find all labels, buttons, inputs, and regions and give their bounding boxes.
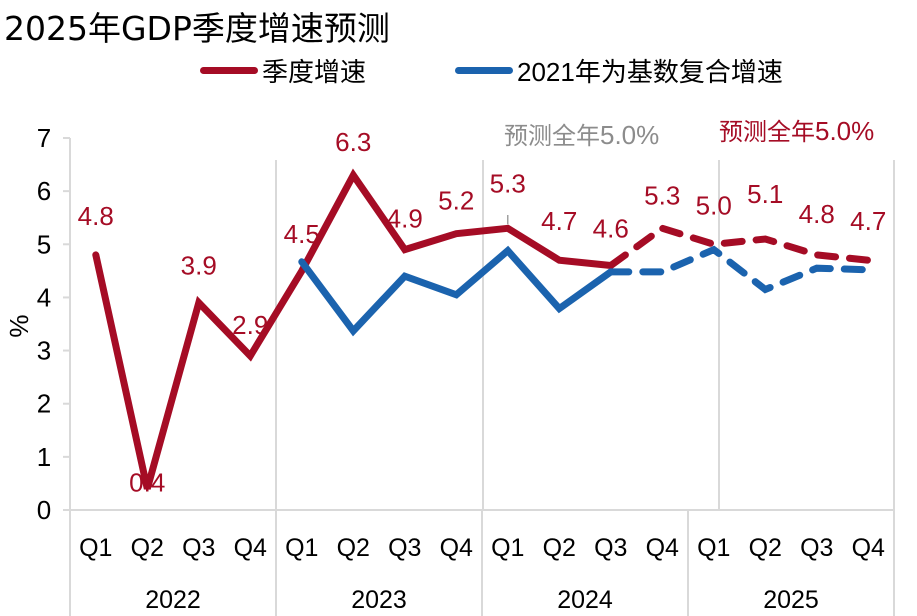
- data-label: 4.8: [799, 199, 835, 229]
- y-tick-label: 0: [37, 495, 51, 525]
- quarter-label: Q1: [79, 534, 112, 562]
- quarterly-growth-line-forecast: [607, 224, 872, 269]
- data-label: 4.6: [593, 214, 629, 244]
- compound-growth-line-forecast: [607, 245, 872, 294]
- data-label: 0.4: [129, 468, 165, 498]
- legend-swatch-red: [200, 67, 258, 74]
- axis-layer: 0 1 2 3 4 5 6 7 2022 2023 2024 2025 Q1 Q2 Q3 Q4 Q1 Q2 Q3 Q4…: [37, 123, 894, 616]
- data-label: 5.2: [438, 186, 474, 216]
- quarter-label: Q4: [440, 534, 473, 562]
- y-tick-label: 3: [37, 336, 51, 366]
- data-label: 6.3: [335, 127, 371, 157]
- quarter-label: Q1: [491, 534, 524, 562]
- quarter-label: Q3: [182, 534, 215, 562]
- data-label: 4.7: [850, 206, 886, 236]
- data-label: 5.1: [747, 179, 783, 209]
- quarter-label: Q2: [131, 534, 164, 562]
- annotation-value: 5.0%: [815, 116, 874, 146]
- y-tick-label: 1: [37, 442, 51, 472]
- data-label: 5.0: [696, 190, 732, 220]
- series-layer: [92, 168, 872, 490]
- data-label: 5.3: [490, 168, 526, 198]
- data-label: 3.9: [181, 251, 217, 281]
- quarter-label: Q3: [388, 534, 421, 562]
- legend-swatch-blue: [455, 67, 513, 74]
- year-label: 2024: [557, 586, 613, 614]
- quarter-label: Q4: [852, 534, 885, 562]
- chart-title: 2025年GDP季度增速预测: [4, 9, 390, 48]
- y-tick-label: 7: [37, 123, 51, 153]
- legend-item-compound: 2021年为基数复合增速: [455, 52, 783, 89]
- annotation-text: 预测全年: [719, 118, 815, 146]
- y-tick-label: 2: [37, 389, 51, 419]
- data-label: 4.8: [78, 201, 114, 231]
- quarter-label: Q3: [800, 534, 833, 562]
- grid-layer: [275, 160, 895, 616]
- legend-label-quarterly: 季度增速: [262, 58, 367, 88]
- y-tick-label: 5: [37, 229, 51, 259]
- quarter-label: Q1: [285, 534, 318, 562]
- quarter-label: Q2: [749, 534, 782, 562]
- year-label: 2023: [351, 586, 407, 614]
- legend-label-compound: 2021年为基数复合增速: [517, 57, 783, 87]
- data-label: 2.9: [232, 310, 268, 340]
- quarter-label: Q2: [543, 534, 576, 562]
- y-tick-label: 6: [37, 176, 51, 206]
- legend-item-quarterly: 季度增速: [200, 52, 366, 89]
- data-label: 4.7: [541, 206, 577, 236]
- data-label: 4.9: [387, 204, 423, 234]
- year-label: 2022: [145, 586, 201, 614]
- data-label: 4.5: [284, 219, 320, 249]
- annotation-forecast-red: 预测全年5.0%: [719, 116, 874, 146]
- y-tick-label: 4: [37, 282, 51, 312]
- annotation-layer: 预测全年5.0% 预测全年5.0%: [504, 116, 874, 225]
- y-axis-label: %: [4, 314, 34, 337]
- quarter-label: Q4: [234, 534, 267, 562]
- year-label: 2025: [763, 586, 819, 614]
- quarter-label: Q1: [697, 534, 730, 562]
- annotation-value: 5.0%: [600, 120, 659, 150]
- label-layer: 4.8 0.4 3.9 2.9 4.5 6.3 4.9 5.2 5.3 4.7 4.6 5.3 5.0 5…: [78, 127, 887, 498]
- data-label: 5.3: [644, 180, 680, 210]
- annotation-forecast-gray: 预测全年5.0%: [504, 120, 659, 150]
- quarter-label: Q3: [594, 534, 627, 562]
- annotation-text: 预测全年: [504, 122, 600, 150]
- legend: 季度增速 2021年为基数复合增速: [0, 52, 917, 88]
- quarter-label: Q4: [646, 534, 679, 562]
- quarter-label: Q2: [337, 534, 370, 562]
